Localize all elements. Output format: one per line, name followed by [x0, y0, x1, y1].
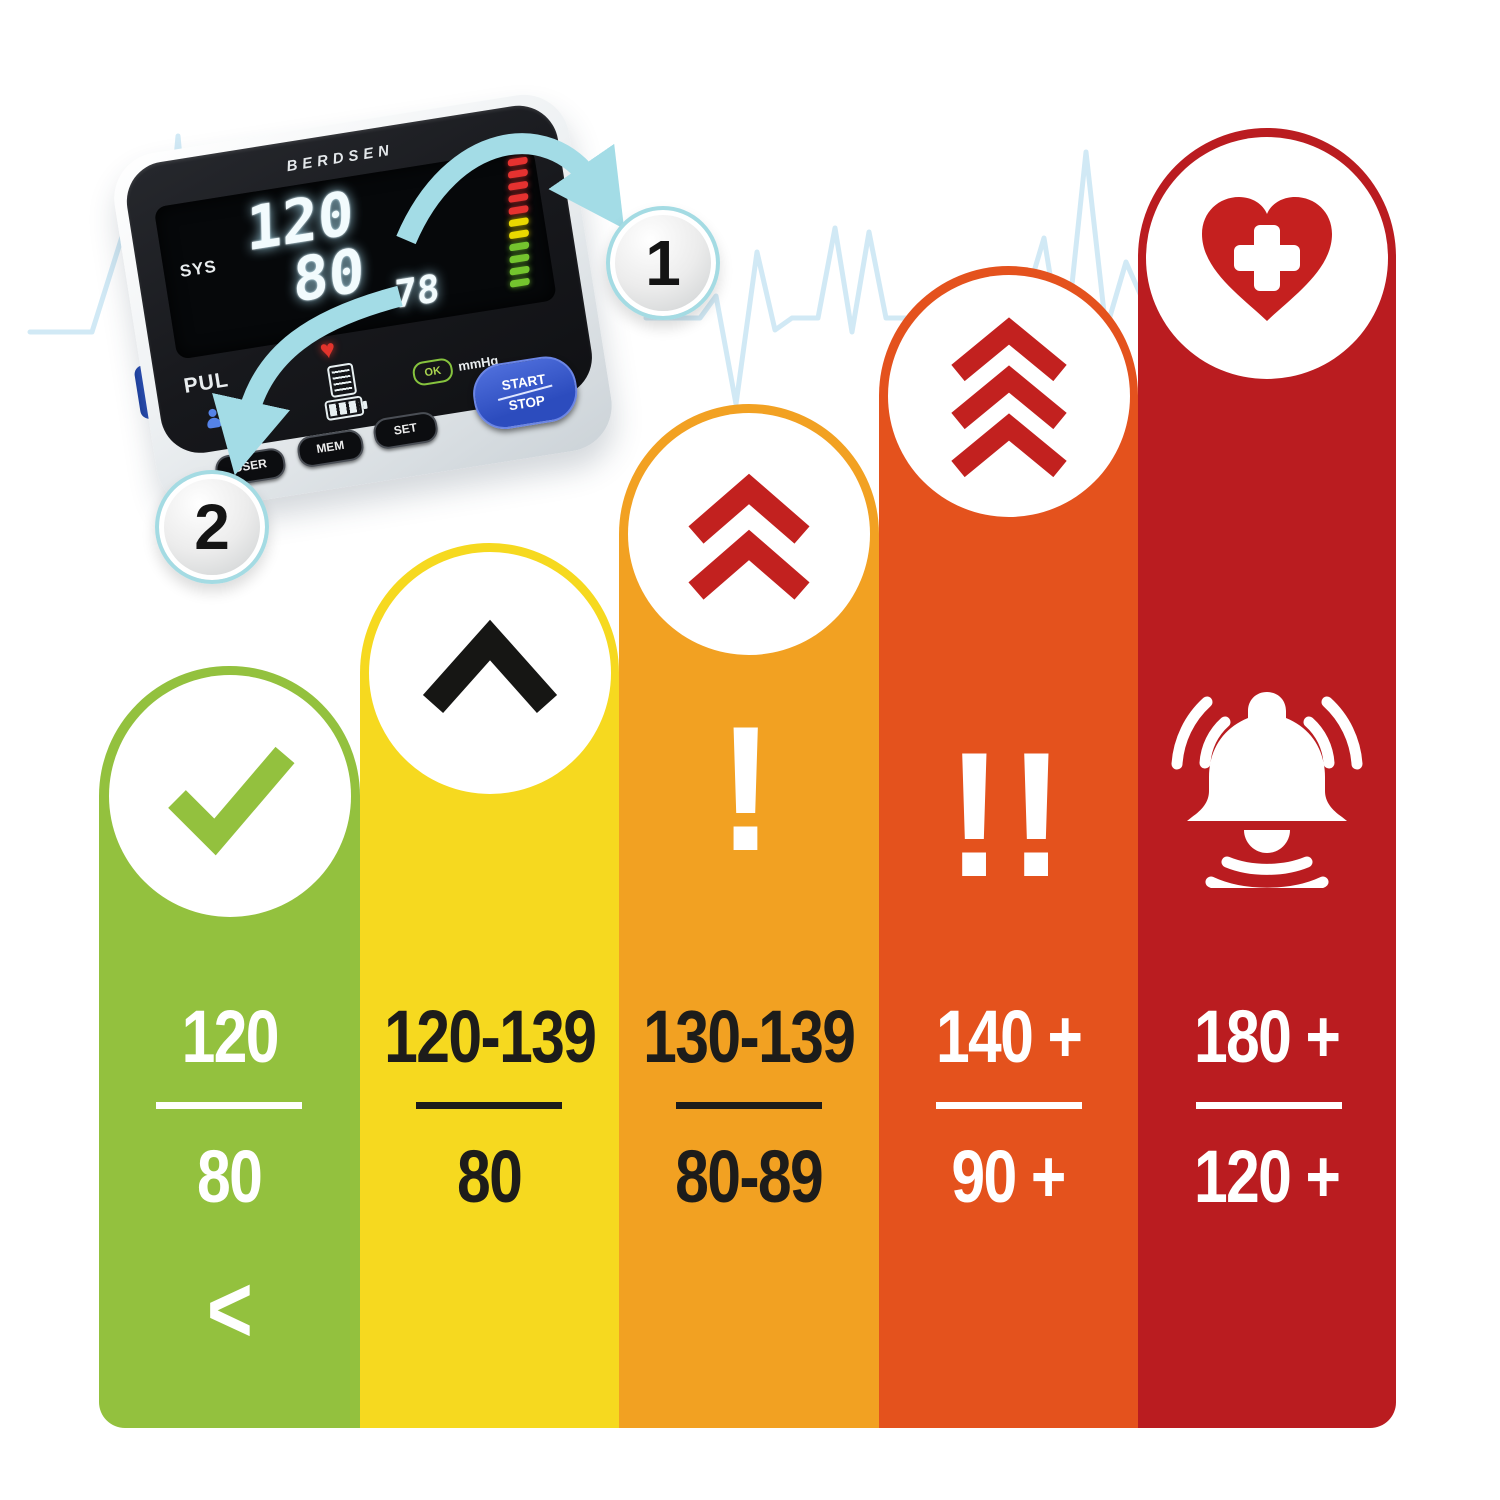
diastolic-value-normal: 80 — [197, 1135, 263, 1218]
systolic-value-normal: 120 — [181, 995, 279, 1078]
sys-label: SYS — [178, 256, 219, 282]
fraction-divider — [156, 1102, 302, 1109]
ok-indicator: OK — [411, 356, 455, 387]
check-icon — [108, 675, 351, 917]
systolic-value-hypertension-2: 140 + — [935, 995, 1083, 1078]
fraction-divider — [416, 1102, 562, 1109]
pul-label: PUL — [182, 368, 231, 398]
triple-chevron-up-icon — [887, 275, 1130, 517]
systolic-value-crisis: 180 + — [1194, 995, 1341, 1078]
battery-icon — [324, 395, 365, 422]
heart-cross-icon — [1146, 137, 1388, 379]
bp-monitor-device: BERDSEN SYS 120 80 78 PUL ♥ OK mmHg USER… — [107, 88, 619, 516]
chevron-up-icon — [368, 552, 611, 794]
double-warning-exclamation: !! — [946, 715, 1071, 914]
systolic-value-hypertension-1: 130-139 — [643, 995, 856, 1078]
bar-hypertension-1 — [619, 404, 879, 1428]
diastolic-value-hypertension-2: 90 + — [951, 1135, 1067, 1218]
warning-exclamation: ! — [717, 689, 781, 888]
bar-normal — [99, 666, 360, 1428]
diastolic-value-hypertension-1: 80-89 — [675, 1135, 824, 1218]
fraction-divider — [1196, 1102, 1342, 1109]
memory-list-icon — [326, 362, 358, 399]
heartbeat-icon: ♥ — [317, 333, 338, 366]
less-than-note: < — [207, 1256, 253, 1363]
diastolic-value-elevated: 80 — [457, 1135, 523, 1218]
bar-hypertensive-crisis — [1138, 128, 1396, 1428]
bar-hypertension-2 — [879, 266, 1138, 1428]
user-icon — [204, 408, 223, 430]
step-2-badge: 2 — [155, 470, 269, 584]
double-chevron-up-icon — [628, 413, 870, 655]
pulse-reading: 78 — [393, 265, 440, 318]
diastolic-reading: 80 — [292, 235, 365, 318]
fraction-divider — [676, 1102, 822, 1109]
fraction-divider — [936, 1102, 1082, 1109]
systolic-value-elevated: 120-139 — [383, 995, 597, 1078]
bar-elevated — [360, 543, 619, 1428]
diastolic-value-crisis: 120 + — [1194, 1135, 1341, 1218]
bell-icon — [1147, 648, 1387, 888]
pressure-scale-indicator — [507, 156, 532, 293]
step-1-badge: 1 — [606, 206, 720, 320]
